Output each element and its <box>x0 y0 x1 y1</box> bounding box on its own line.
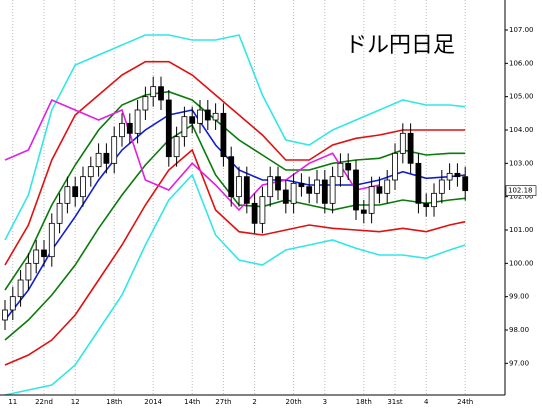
candle-body <box>64 186 71 204</box>
candle-body <box>142 96 149 111</box>
candle-body <box>290 182 297 204</box>
candle-body <box>17 279 24 298</box>
plot-area <box>0 0 505 395</box>
x-tick-label: 11 <box>8 398 17 406</box>
candle-body <box>41 249 47 258</box>
candle-body <box>165 99 172 158</box>
candle-body <box>259 196 266 224</box>
candle-body <box>306 186 313 194</box>
x-tick-label: 31st <box>387 398 403 406</box>
candle-body <box>251 202 258 224</box>
candle-body <box>150 86 157 98</box>
candle-body <box>423 202 430 208</box>
candle-body <box>158 86 164 101</box>
candle-body <box>298 182 305 188</box>
candle-body <box>204 109 211 121</box>
candle-body <box>56 202 63 224</box>
candle-body <box>431 192 437 208</box>
indicator-line <box>4 148 466 366</box>
x-tick-label: 14th <box>184 398 200 406</box>
candle-body <box>80 176 86 198</box>
candle-body <box>72 186 79 198</box>
candle-body <box>314 179 320 194</box>
candle-body <box>111 136 118 164</box>
x-tick-label: 18th <box>106 398 122 406</box>
x-tick-label: 22nd <box>35 398 53 406</box>
candle-body <box>220 112 227 158</box>
candle-body <box>384 179 391 194</box>
y-tick-label: 104.00 <box>509 126 534 134</box>
candle-body <box>236 176 242 198</box>
candle-body <box>181 116 188 138</box>
candle-body <box>462 176 469 192</box>
candle-body <box>103 152 110 164</box>
x-tick-label: 12 <box>71 398 80 406</box>
candle-body <box>392 152 398 181</box>
y-tick-label: 101.00 <box>509 226 534 234</box>
candle-body <box>243 176 250 204</box>
x-tick-label: 3 <box>323 398 327 406</box>
y-tick-label: 99.00 <box>509 293 529 301</box>
candle-body <box>438 179 445 194</box>
candle-body <box>197 109 203 124</box>
x-tick-label: 20th <box>286 398 302 406</box>
last-price-label: 102.18 <box>508 187 533 195</box>
candle-body <box>360 209 367 214</box>
candle-body <box>87 166 94 178</box>
candle-body <box>134 109 141 134</box>
candle-body <box>126 122 133 134</box>
y-tick-label: 98.00 <box>509 326 529 334</box>
y-tick-label: 100.00 <box>509 259 534 267</box>
candle-body <box>48 222 55 258</box>
chart-title: ドル円日足 <box>345 33 455 58</box>
candle-body <box>345 162 352 171</box>
y-tick-label: 107.00 <box>509 26 534 34</box>
candle-body <box>212 112 219 121</box>
candle-body <box>376 186 383 194</box>
y-tick-label: 103.00 <box>509 159 534 167</box>
y-tick-label: 97.00 <box>509 359 529 367</box>
candle-body <box>446 172 453 181</box>
candle-body <box>267 176 274 198</box>
candle-body <box>9 296 16 311</box>
x-tick-label: 27th <box>215 398 231 406</box>
x-tick-label: 4 <box>424 398 429 406</box>
candle-body <box>321 179 328 204</box>
candle-body <box>228 156 235 198</box>
candle-body <box>454 172 461 178</box>
candle-body <box>33 249 40 264</box>
indicator-line <box>4 98 380 212</box>
x-tick-label: 2014 <box>144 398 162 406</box>
y-tick-label: 105.00 <box>509 93 534 101</box>
plot-layer <box>2 0 469 396</box>
candle-body <box>415 162 422 204</box>
candle-body <box>399 132 406 154</box>
candle-body <box>95 152 102 168</box>
candle-body <box>407 132 414 164</box>
x-tick-label: 18th <box>356 398 372 406</box>
indicator-line <box>4 173 466 396</box>
x-tick-label: 24th <box>457 398 473 406</box>
candle-body <box>282 189 289 204</box>
candle-body <box>337 162 344 178</box>
candle-body <box>368 186 375 214</box>
y-tick-label: 102.00 <box>509 193 534 201</box>
candle-body <box>2 309 8 321</box>
price-label-box <box>505 185 537 196</box>
indicator-line <box>4 60 466 266</box>
candle-body <box>119 122 125 138</box>
candle-body <box>25 262 32 281</box>
x-tick-label: 2 <box>252 398 256 406</box>
candle-body <box>189 116 196 124</box>
candle-body <box>329 176 336 204</box>
candle-body <box>173 136 180 158</box>
candle-body <box>353 169 359 211</box>
candle-body <box>275 176 281 191</box>
y-tick-label: 106.00 <box>509 59 534 67</box>
indicator-line <box>4 34 466 241</box>
